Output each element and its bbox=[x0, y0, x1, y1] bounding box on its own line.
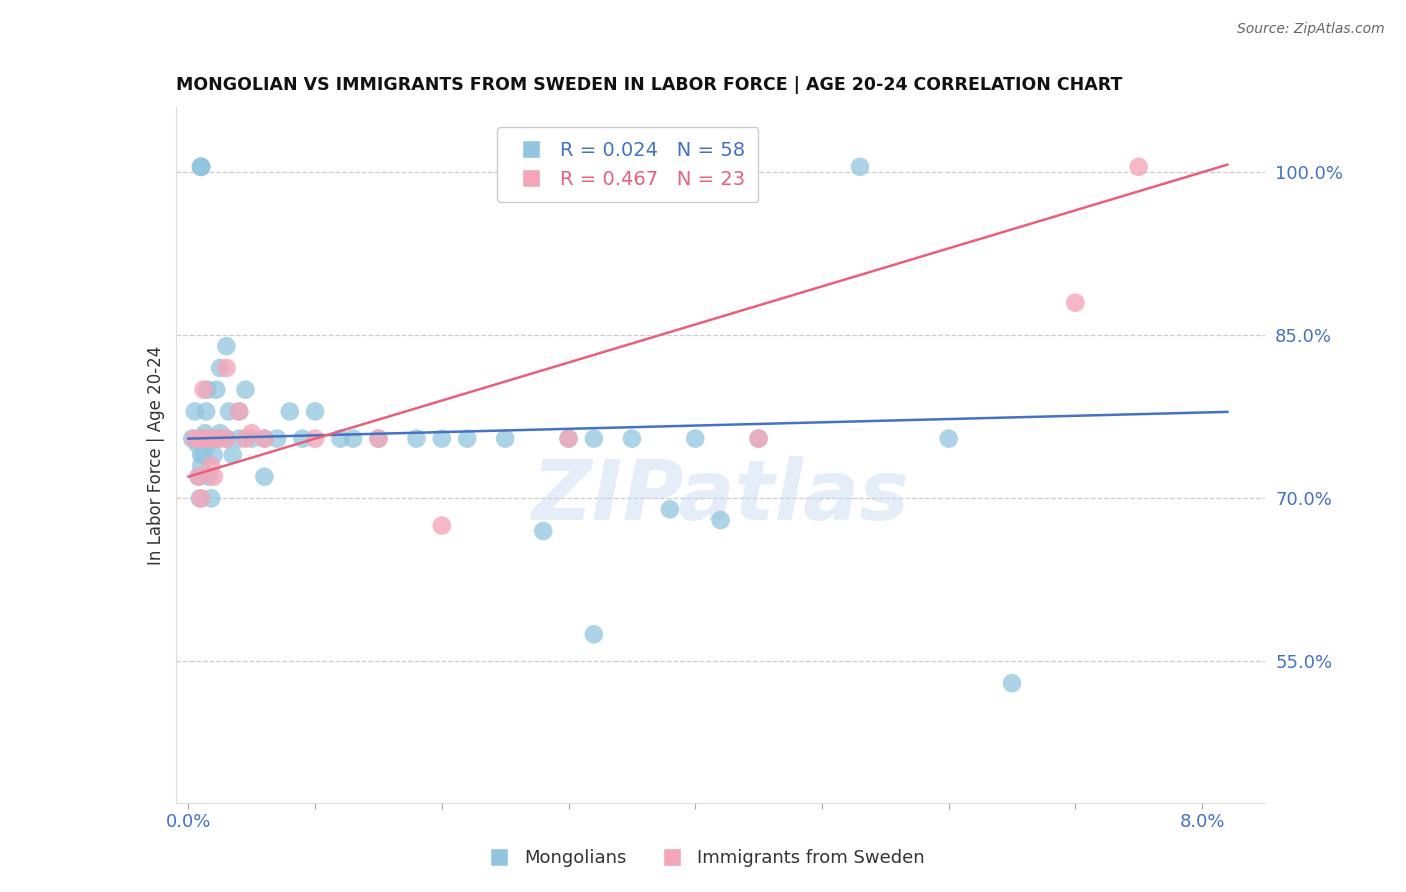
Point bbox=[228, 404, 250, 418]
Point bbox=[200, 491, 222, 506]
Point bbox=[329, 432, 352, 446]
Point bbox=[304, 404, 326, 418]
Point bbox=[197, 437, 219, 451]
Point bbox=[531, 524, 554, 538]
Point bbox=[658, 502, 681, 516]
Point bbox=[266, 432, 288, 446]
Point bbox=[184, 432, 207, 446]
Point bbox=[849, 160, 872, 174]
Point bbox=[190, 432, 212, 446]
Point bbox=[205, 432, 228, 446]
Point bbox=[367, 432, 389, 446]
Point bbox=[184, 404, 207, 418]
Point bbox=[1001, 676, 1024, 690]
Point bbox=[748, 432, 770, 446]
Point bbox=[710, 513, 733, 527]
Point bbox=[367, 432, 389, 446]
Point bbox=[200, 458, 222, 473]
Point bbox=[190, 160, 212, 174]
Point bbox=[228, 404, 250, 418]
Point bbox=[235, 383, 257, 397]
Point bbox=[186, 437, 208, 451]
Point bbox=[291, 432, 314, 446]
Point bbox=[253, 469, 276, 483]
Point bbox=[748, 432, 770, 446]
Text: Source: ZipAtlas.com: Source: ZipAtlas.com bbox=[1237, 22, 1385, 37]
Point bbox=[190, 448, 212, 462]
Point bbox=[190, 458, 212, 473]
Point bbox=[193, 448, 215, 462]
Point bbox=[195, 404, 218, 418]
Point bbox=[228, 432, 250, 446]
Point bbox=[190, 160, 212, 174]
Point bbox=[222, 448, 245, 462]
Point bbox=[342, 432, 364, 446]
Point bbox=[202, 432, 225, 446]
Y-axis label: In Labor Force | Age 20-24: In Labor Force | Age 20-24 bbox=[146, 345, 165, 565]
Text: ZIPatlas: ZIPatlas bbox=[531, 456, 910, 537]
Point bbox=[202, 432, 225, 446]
Point bbox=[197, 383, 219, 397]
Point bbox=[683, 432, 706, 446]
Point bbox=[209, 426, 232, 441]
Point bbox=[194, 426, 217, 441]
Point bbox=[215, 432, 238, 446]
Point bbox=[190, 160, 212, 174]
Point bbox=[456, 432, 478, 446]
Point bbox=[205, 383, 228, 397]
Point bbox=[582, 432, 605, 446]
Point bbox=[193, 383, 215, 397]
Point bbox=[202, 448, 225, 462]
Point bbox=[209, 361, 232, 376]
Point bbox=[190, 432, 212, 446]
Point bbox=[405, 432, 427, 446]
Point bbox=[557, 432, 579, 446]
Point bbox=[190, 491, 212, 506]
Point bbox=[235, 432, 257, 446]
Point bbox=[240, 426, 263, 441]
Point bbox=[620, 432, 643, 446]
Point bbox=[202, 469, 225, 483]
Point bbox=[187, 469, 209, 483]
Point bbox=[181, 432, 204, 446]
Point bbox=[938, 432, 960, 446]
Point bbox=[215, 361, 238, 376]
Point bbox=[215, 339, 238, 353]
Legend: Mongolians, Immigrants from Sweden: Mongolians, Immigrants from Sweden bbox=[474, 842, 932, 874]
Point bbox=[1128, 160, 1150, 174]
Point bbox=[278, 404, 301, 418]
Point bbox=[200, 432, 222, 446]
Point bbox=[253, 432, 276, 446]
Point bbox=[218, 404, 240, 418]
Point bbox=[494, 432, 516, 446]
Point bbox=[430, 432, 453, 446]
Point bbox=[304, 432, 326, 446]
Point bbox=[187, 469, 209, 483]
Point bbox=[253, 432, 276, 446]
Point bbox=[197, 469, 219, 483]
Legend: R = 0.024   N = 58, R = 0.467   N = 23: R = 0.024 N = 58, R = 0.467 N = 23 bbox=[498, 128, 758, 202]
Text: MONGOLIAN VS IMMIGRANTS FROM SWEDEN IN LABOR FORCE | AGE 20-24 CORRELATION CHART: MONGOLIAN VS IMMIGRANTS FROM SWEDEN IN L… bbox=[176, 77, 1122, 95]
Point bbox=[197, 432, 219, 446]
Point bbox=[188, 491, 211, 506]
Point bbox=[215, 432, 238, 446]
Point bbox=[1064, 295, 1087, 310]
Point bbox=[557, 432, 579, 446]
Point bbox=[240, 432, 263, 446]
Point bbox=[582, 627, 605, 641]
Point bbox=[430, 518, 453, 533]
Point bbox=[209, 432, 232, 446]
